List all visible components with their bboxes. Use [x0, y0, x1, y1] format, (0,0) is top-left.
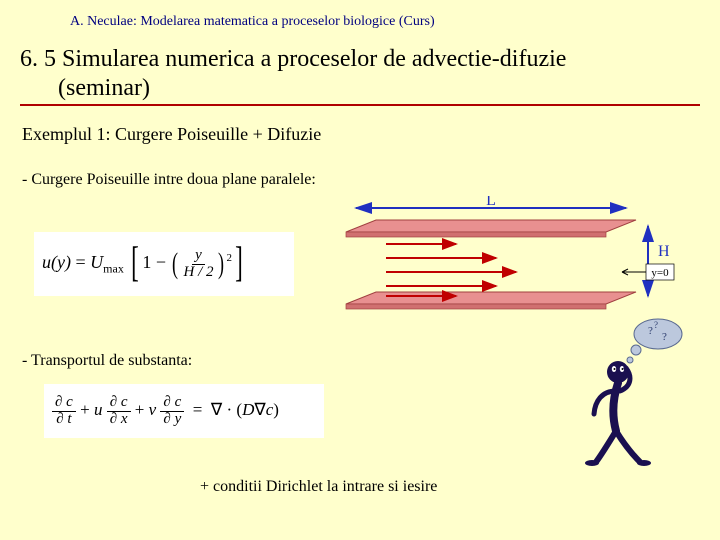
label-H: H [658, 243, 670, 260]
section-number: 6. 5 [20, 46, 56, 72]
section-subtitle: (seminar) [20, 75, 150, 106]
label-y0: y=0 [651, 267, 669, 279]
eq1-rbracket: ] [235, 247, 243, 281]
bullet-transport: - Transportul de substanta: [22, 352, 192, 370]
bullet-poiseuille: - Curgere Poiseuille intre doua plane pa… [0, 145, 720, 189]
eq1-frac: yH / 2 [180, 248, 216, 281]
section-title: 6. 5 Simularea numerica a proceselor de … [0, 30, 720, 106]
eq2-dcdy: ∂ c ∂ y [160, 395, 184, 428]
example-heading: Exemplul 1: Curgere Poiseuille + Difuzie [0, 106, 720, 145]
thinking-figure-icon: ? ? ? [580, 316, 690, 466]
eq1-minus: − [156, 252, 166, 272]
eq1-pow: 2 [226, 252, 232, 264]
eq1-eq: = [76, 252, 86, 272]
equation-transport: ∂ c ∂ t + u ∂ c ∂ x + v ∂ c ∂ y = ∇ · (D… [44, 384, 324, 438]
section-text: Simularea numerica a proceselor de advec… [56, 46, 566, 72]
eq1-one: 1 [142, 252, 151, 272]
eq1-lbracket: [ [131, 247, 139, 281]
boundary-conditions: + conditii Dirichlet la intrare si iesir… [200, 478, 437, 496]
eq1-lparen: ( [172, 247, 178, 281]
svg-text:?: ? [662, 331, 667, 343]
course-header: A. Neculae: Modelarea matematica a proce… [0, 0, 720, 30]
eq2-dcdt: ∂ c ∂ t [52, 395, 76, 428]
eq1-arg: y [57, 252, 65, 272]
svg-text:?: ? [654, 320, 658, 330]
label-L: L [486, 196, 496, 209]
eq1-U: U [90, 252, 103, 272]
eq1-rparen: ) [218, 247, 224, 281]
eq2-dcdx: ∂ c ∂ x [107, 395, 131, 428]
eq1-max: max [103, 262, 124, 276]
eq1-u: u [42, 252, 51, 272]
equation-velocity-profile: u(y) = Umax [1 − (yH / 2)2] [34, 232, 294, 296]
svg-text:?: ? [648, 325, 653, 337]
